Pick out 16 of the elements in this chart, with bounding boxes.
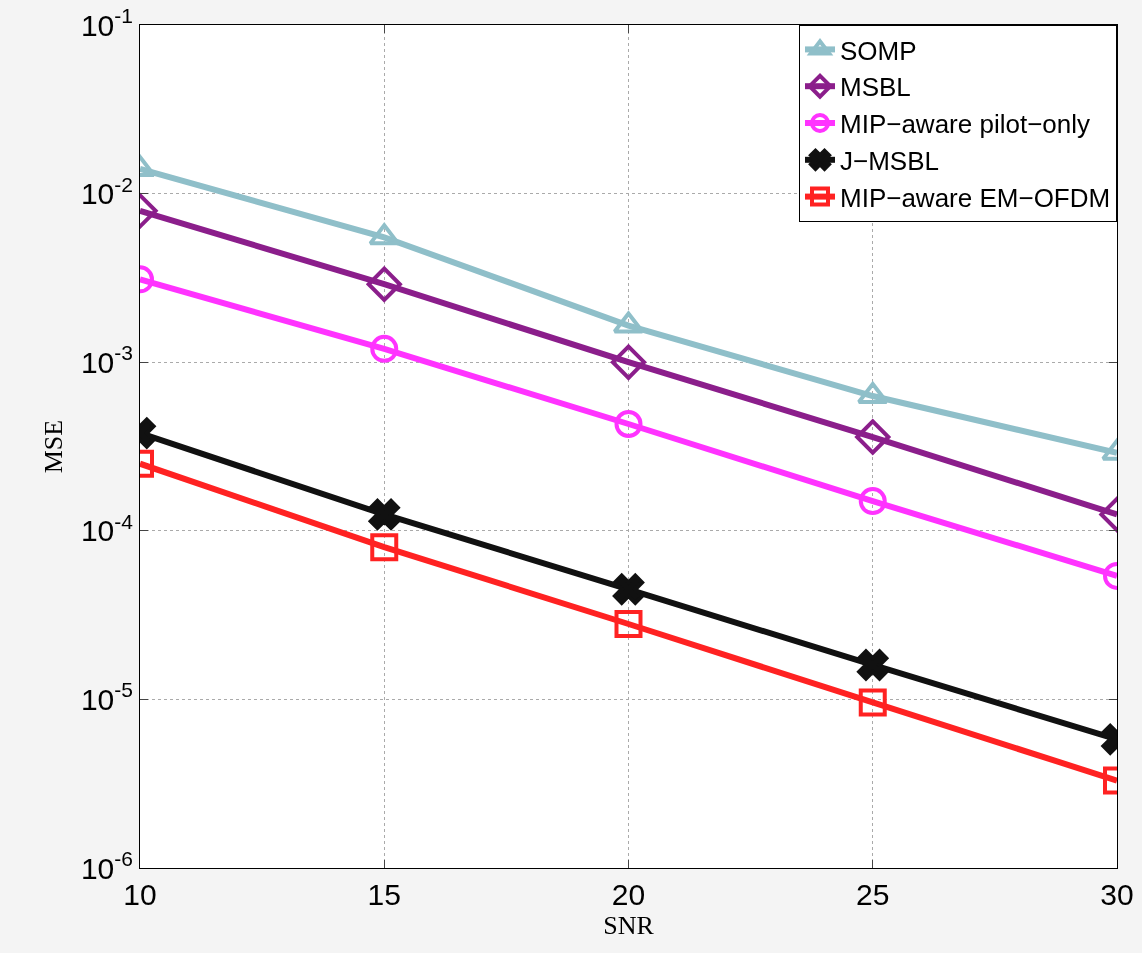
x-tick-label: 20: [611, 878, 646, 911]
legend-label: J−MSBL: [840, 145, 939, 176]
legend-label: MIP−aware EM−OFDM: [840, 182, 1111, 213]
x-tick-label: 15: [367, 878, 401, 911]
y-tick-label: 10$^{-2}$: [80, 172, 133, 211]
legend-label: MIP−aware pilot−only: [840, 109, 1091, 140]
x-tick-label: 30: [1100, 878, 1134, 911]
y-tick-label: 10$^{-3}$: [80, 341, 133, 379]
y-tick-label: 10$^{-1}$: [80, 3, 133, 42]
legend-label: MSBL: [840, 72, 911, 103]
y-axis-title: MSE: [39, 419, 69, 474]
y-tick-label: 10$^{-4}$: [80, 509, 134, 548]
x-tick-label: 25: [856, 878, 890, 911]
x-axis-title: SNR: [603, 911, 655, 940]
legend-label: SOMP: [840, 35, 917, 66]
y-tick-label: 10$^{-5}$: [80, 678, 133, 716]
